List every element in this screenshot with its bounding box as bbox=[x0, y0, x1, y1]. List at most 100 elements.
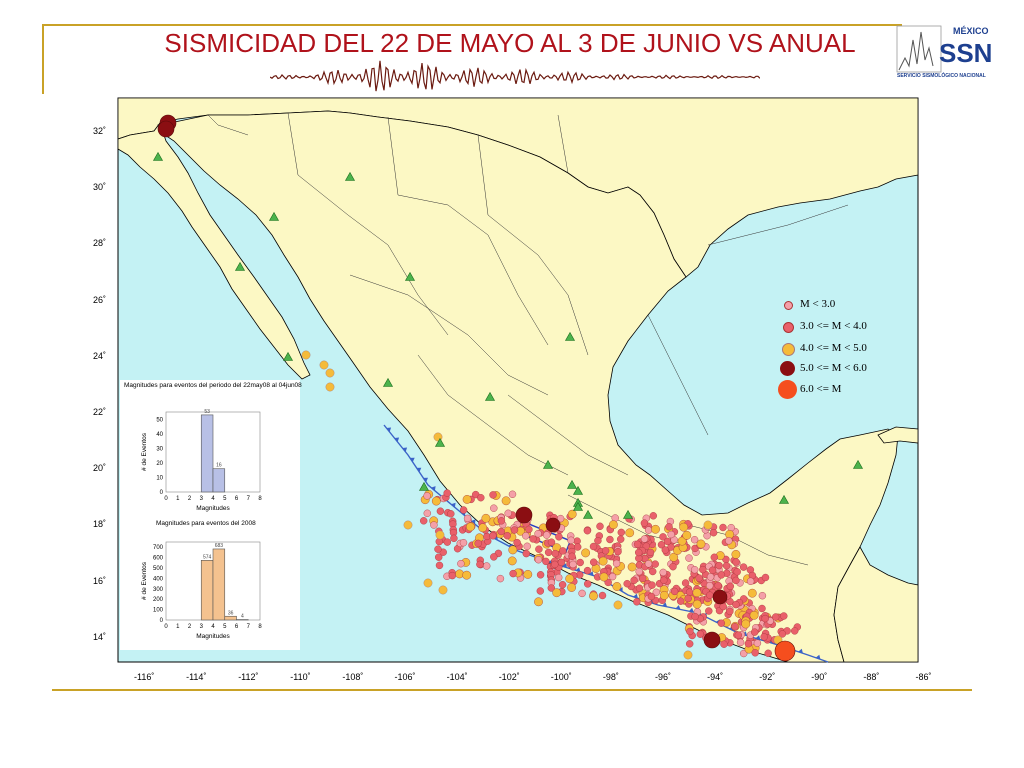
histogram-y-tick: 50 bbox=[156, 417, 163, 423]
event-marker bbox=[443, 489, 451, 497]
event-marker bbox=[612, 582, 622, 591]
event-marker bbox=[435, 553, 443, 561]
event-marker bbox=[751, 628, 759, 636]
event-marker bbox=[659, 590, 669, 600]
station-marker bbox=[268, 211, 280, 221]
station-marker bbox=[282, 351, 294, 361]
event-marker bbox=[481, 513, 491, 523]
event-marker bbox=[594, 537, 602, 545]
event-marker bbox=[691, 612, 699, 621]
event-marker bbox=[596, 522, 604, 530]
y-tick-label: 14˚ bbox=[93, 631, 107, 642]
event-marker bbox=[736, 638, 745, 647]
event-marker bbox=[733, 568, 741, 576]
histogram-title-period: Magnitudes para eventos del periodo del … bbox=[124, 382, 302, 389]
event-marker bbox=[731, 549, 741, 559]
bottom-border-line bbox=[52, 689, 972, 691]
histogram-y-tick: 10 bbox=[156, 475, 163, 481]
top-border-line bbox=[42, 24, 902, 26]
histogram-bar bbox=[212, 548, 226, 621]
large-event-marker bbox=[703, 631, 721, 649]
x-tick-label: -98˚ bbox=[602, 672, 619, 682]
event-marker bbox=[509, 569, 517, 578]
event-marker bbox=[659, 568, 667, 577]
event-marker bbox=[568, 552, 576, 560]
histogram-bar-label: 4 bbox=[241, 614, 244, 620]
event-marker bbox=[706, 591, 714, 599]
event-marker bbox=[741, 619, 751, 629]
event-marker bbox=[497, 527, 505, 536]
event-marker bbox=[599, 572, 609, 582]
event-marker bbox=[489, 532, 497, 540]
station-marker bbox=[484, 391, 496, 401]
event-marker bbox=[691, 566, 699, 574]
station-marker bbox=[778, 494, 790, 504]
station-marker bbox=[622, 509, 634, 519]
x-tick-label: -90˚ bbox=[811, 672, 828, 682]
event-marker bbox=[559, 547, 567, 555]
station-marker bbox=[566, 479, 578, 489]
event-marker bbox=[669, 563, 677, 571]
event-marker bbox=[644, 560, 653, 568]
event-marker bbox=[651, 560, 659, 568]
histogram-y-tick: 400 bbox=[153, 576, 164, 582]
x-tick-label: -94˚ bbox=[707, 672, 724, 682]
event-marker bbox=[523, 569, 533, 579]
histogram-y-tick: 700 bbox=[153, 545, 164, 551]
event-marker bbox=[683, 650, 693, 660]
event-marker bbox=[761, 573, 770, 582]
legend-marker bbox=[782, 343, 795, 356]
event-marker bbox=[589, 591, 598, 601]
histogram-x-tick: 6 bbox=[235, 624, 239, 630]
event-marker bbox=[686, 627, 694, 636]
event-marker bbox=[692, 599, 702, 609]
station-marker bbox=[582, 509, 594, 519]
event-marker bbox=[726, 607, 734, 616]
station-marker bbox=[852, 459, 864, 469]
histogram-bar-label: 53 bbox=[204, 409, 210, 415]
legend-label: 6.0 <= M bbox=[800, 383, 842, 395]
event-marker bbox=[435, 530, 445, 540]
histogram-x-tick: 3 bbox=[200, 624, 204, 630]
histogram-y-tick: 300 bbox=[153, 587, 164, 593]
event-marker bbox=[474, 539, 482, 548]
event-marker bbox=[651, 524, 660, 534]
event-marker bbox=[647, 592, 656, 601]
histogram-y-tick: 200 bbox=[153, 597, 164, 603]
event-marker bbox=[669, 552, 679, 562]
event-marker bbox=[617, 528, 625, 537]
event-marker bbox=[703, 520, 713, 530]
page-title: SISMICIDAD DEL 22 DE MAYO AL 3 DE JUNIO … bbox=[164, 28, 856, 58]
legend-marker bbox=[780, 361, 795, 376]
histogram-y-tick: 0 bbox=[160, 490, 164, 496]
station-marker bbox=[404, 271, 416, 281]
event-marker bbox=[758, 604, 766, 613]
event-marker bbox=[590, 558, 598, 566]
event-marker bbox=[633, 540, 642, 548]
event-marker bbox=[732, 558, 740, 566]
event-marker bbox=[640, 519, 649, 527]
event-marker bbox=[508, 490, 517, 498]
event-marker bbox=[635, 584, 644, 592]
event-marker bbox=[732, 576, 740, 585]
event-marker bbox=[434, 545, 442, 553]
x-tick-label: -106˚ bbox=[394, 672, 416, 682]
event-marker bbox=[503, 532, 511, 540]
seismic-events bbox=[157, 114, 801, 662]
y-tick-label: 20˚ bbox=[93, 463, 107, 474]
event-marker bbox=[726, 582, 734, 590]
x-tick-label: -102˚ bbox=[498, 672, 520, 682]
event-marker bbox=[639, 574, 647, 583]
event-marker bbox=[717, 571, 726, 579]
event-marker bbox=[578, 589, 586, 598]
event-marker bbox=[695, 574, 703, 582]
histogram-bar-label: 683 bbox=[215, 543, 224, 549]
event-marker bbox=[319, 360, 329, 370]
event-marker bbox=[535, 545, 543, 553]
x-tick-label: -96˚ bbox=[655, 672, 672, 682]
x-tick-label: -116˚ bbox=[134, 672, 155, 682]
histogram-x-tick: 5 bbox=[223, 496, 227, 502]
event-marker bbox=[543, 531, 551, 539]
event-marker bbox=[644, 526, 653, 534]
